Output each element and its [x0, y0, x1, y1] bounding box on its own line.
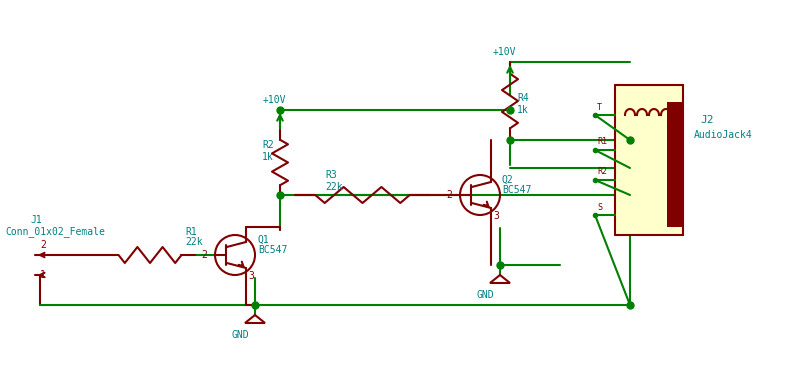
Text: 2: 2 [201, 250, 207, 260]
Text: 1: 1 [40, 270, 46, 280]
Text: Q2: Q2 [502, 175, 514, 185]
Text: AudioJack4: AudioJack4 [694, 130, 752, 140]
Text: +10V: +10V [493, 47, 516, 57]
Text: 1k: 1k [262, 152, 273, 162]
Text: GND: GND [477, 290, 494, 300]
Text: 1k: 1k [517, 105, 529, 115]
Text: 2: 2 [446, 190, 452, 200]
Bar [615, 85, 683, 235]
Text: T: T [597, 102, 602, 111]
Bar [667, 102, 683, 227]
Text: Conn_01x02_Female: Conn_01x02_Female [5, 227, 105, 237]
Text: 3: 3 [248, 271, 254, 281]
Text: 3: 3 [493, 211, 499, 221]
Text: +10V: +10V [263, 95, 286, 105]
Text: GND: GND [232, 330, 250, 340]
Text: S: S [597, 203, 602, 211]
Text: 22k: 22k [325, 182, 343, 192]
Text: R2: R2 [262, 140, 273, 150]
Text: Q1: Q1 [258, 235, 269, 245]
Text: 22k: 22k [185, 237, 202, 247]
Text: R2: R2 [597, 168, 607, 177]
Text: J1: J1 [30, 215, 42, 225]
Text: 2: 2 [40, 240, 46, 250]
Text: J2: J2 [700, 115, 714, 125]
Text: R3: R3 [325, 170, 337, 180]
Text: R1: R1 [185, 227, 197, 237]
Text: R4: R4 [517, 93, 529, 103]
Text: BC547: BC547 [502, 185, 532, 195]
Text: BC547: BC547 [258, 245, 287, 255]
Text: R1: R1 [597, 137, 607, 147]
